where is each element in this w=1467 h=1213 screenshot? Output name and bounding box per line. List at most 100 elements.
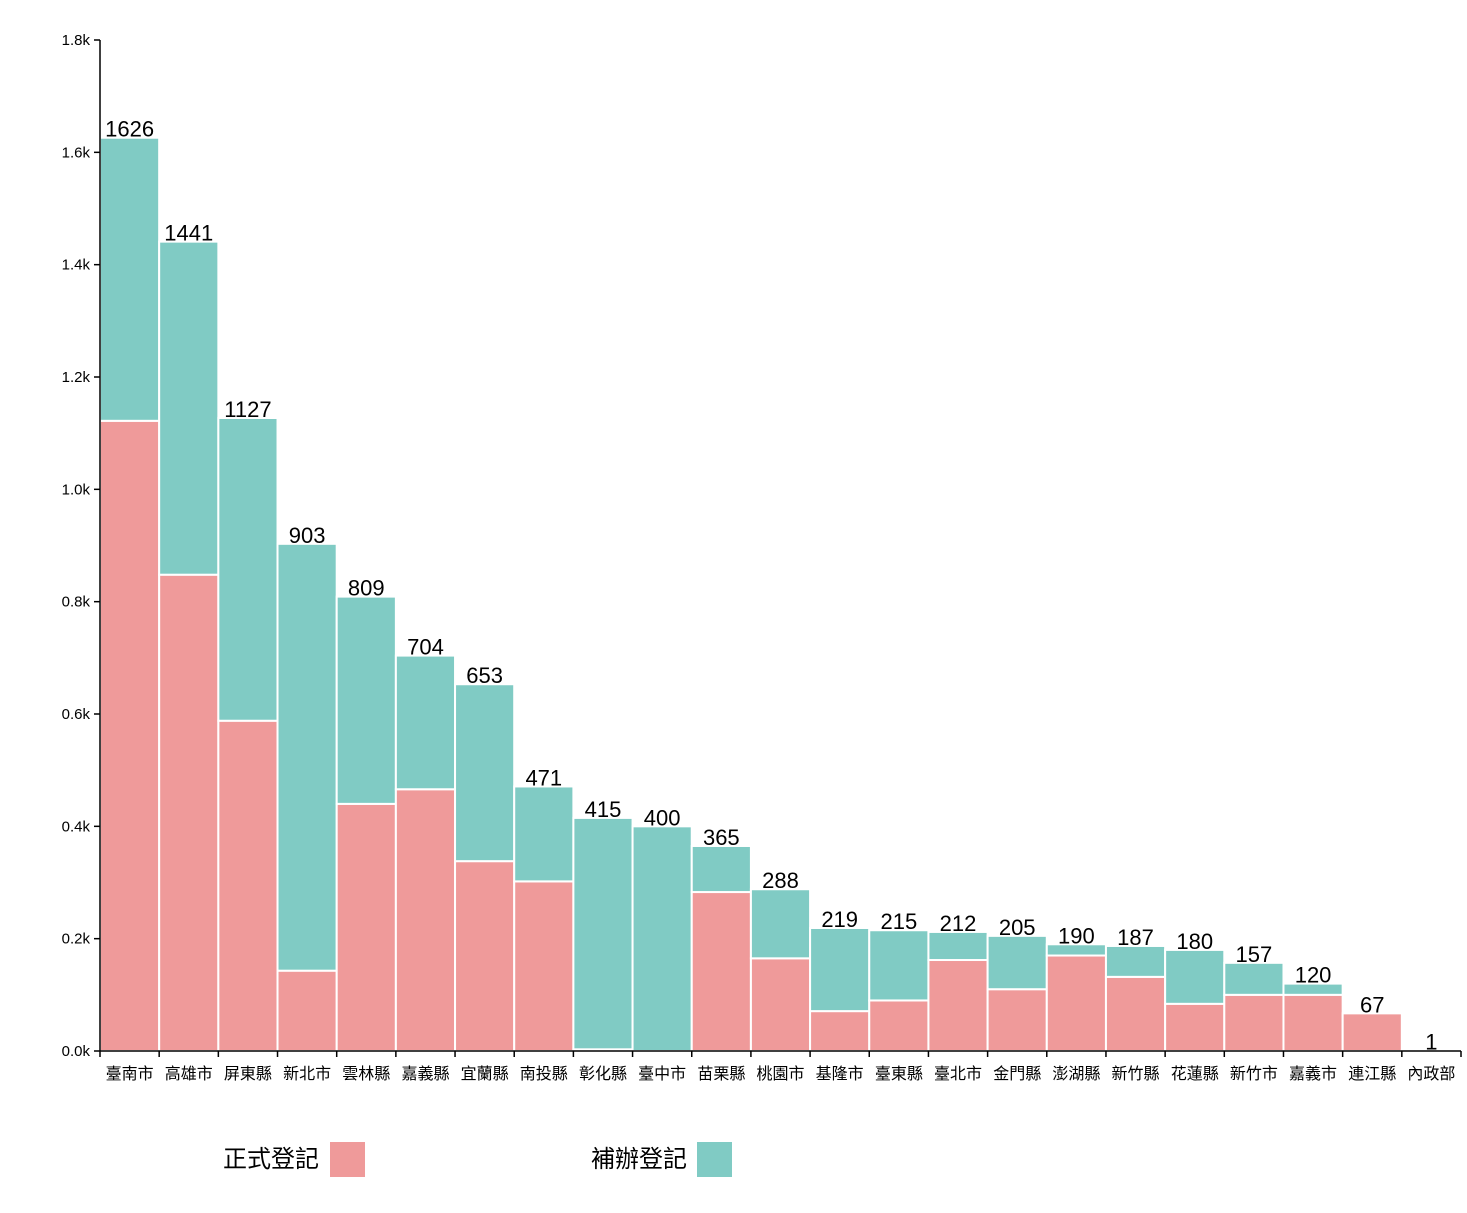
total-label-20: 120: [1295, 963, 1332, 988]
x-tick-label-17: 新竹縣: [1112, 1064, 1160, 1083]
total-label-17: 187: [1117, 925, 1154, 950]
x-tick-label-10: 苗栗縣: [697, 1064, 745, 1083]
bar-formal-1: [158, 573, 220, 1052]
x-tick-label-12: 基隆市: [816, 1064, 864, 1083]
x-tick-label-0: 臺南市: [106, 1064, 154, 1083]
bar-supplementary-15: [986, 934, 1048, 991]
bar-supplementary-18: [1164, 948, 1226, 1005]
x-tick-label-13: 臺東縣: [875, 1064, 923, 1083]
y-tick-label-0: 0.0k: [62, 1043, 91, 1060]
total-label-0: 1626: [105, 117, 154, 142]
x-tick-label-5: 嘉義縣: [401, 1064, 449, 1083]
total-label-1: 1441: [164, 221, 213, 246]
total-labels-layer: 1626 1441 1127 903 809 704 653 471 415 400 365 288 2…: [105, 117, 1437, 1055]
bar-supplementary-1: [158, 240, 220, 576]
bar-supplementary-19: [1223, 961, 1285, 996]
x-tick-label-8: 彰化縣: [579, 1064, 627, 1083]
total-label-8: 415: [585, 797, 622, 822]
bar-supplementary-12: [809, 926, 871, 1013]
bar-formal-10: [690, 891, 752, 1052]
bar-supplementary-8: [572, 816, 634, 1051]
total-label-6: 653: [466, 663, 503, 688]
legend-label: 正式登記: [223, 1145, 319, 1173]
bar-supplementary-9: [631, 825, 693, 1052]
bar-supplementary-6: [454, 683, 516, 863]
bar-formal-15: [986, 988, 1048, 1053]
y-tick-label-7: 1.4k: [62, 257, 91, 274]
total-label-19: 157: [1236, 942, 1273, 967]
bar-formal-17: [1104, 975, 1167, 1052]
x-tick-label-11: 桃園市: [756, 1064, 804, 1083]
y-tick-label-2: 0.4k: [62, 818, 91, 835]
x-tick-label-7: 南投縣: [520, 1064, 568, 1083]
bar-formal-12: [809, 1010, 871, 1052]
bar-supplementary-7: [513, 785, 575, 883]
y-tick-label-9: 1.8k: [62, 32, 91, 49]
bar-supplementary-2: [217, 417, 279, 722]
bars-layer: [99, 136, 1462, 1053]
bar-formal-14: [927, 959, 989, 1053]
x-tick-label-20: 嘉義市: [1289, 1064, 1337, 1083]
bar-formal-20: [1282, 993, 1344, 1052]
x-tick-label-15: 金門縣: [993, 1064, 1041, 1083]
x-tick-label-4: 雲林縣: [342, 1064, 390, 1083]
total-label-7: 471: [525, 765, 562, 790]
total-label-10: 365: [703, 825, 740, 850]
bar-formal-16: [1045, 954, 1107, 1052]
y-tick-label-1: 0.2k: [62, 931, 91, 948]
bar-formal-0: [99, 419, 161, 1052]
y-tick-label-3: 0.6k: [62, 706, 91, 723]
bar-formal-2: [217, 719, 279, 1052]
bar-supplementary-3: [276, 542, 338, 972]
bar-supplementary-14: [927, 930, 989, 962]
legend: 正式登記 補辦登記: [223, 1142, 732, 1177]
y-tick-label-4: 0.8k: [62, 594, 91, 611]
bar-supplementary-0: [99, 136, 161, 422]
bar-supplementary-13: [868, 929, 930, 1002]
bar-supplementary-17: [1104, 944, 1167, 978]
total-label-22: 1: [1425, 1029, 1437, 1054]
total-label-15: 205: [999, 915, 1036, 940]
total-label-11: 288: [762, 868, 799, 893]
legend-label: 補辦登記: [591, 1145, 687, 1173]
x-tick-label-21: 連江縣: [1348, 1064, 1396, 1083]
total-label-9: 400: [644, 805, 681, 830]
axes-layer: 臺南市 高雄市 屏東縣 新北市 雲林縣 嘉義縣 宜蘭縣 南投縣 彰化縣 臺中市 苗栗縣 桃園市 基隆市臺…: [62, 32, 1462, 1083]
bar-supplementary-10: [690, 844, 752, 894]
bar-supplementary-11: [749, 888, 812, 960]
bar-formal-3: [276, 969, 338, 1052]
total-label-2: 1127: [224, 397, 271, 422]
total-label-5: 704: [407, 635, 444, 660]
bar-formal-7: [513, 880, 575, 1052]
x-tick-label-6: 宜蘭縣: [461, 1064, 509, 1083]
total-label-18: 180: [1176, 929, 1213, 954]
bar-formal-13: [868, 999, 930, 1053]
x-tick-label-14: 臺北市: [934, 1064, 982, 1083]
legend-item-supplementary: 補辦登記: [591, 1142, 732, 1177]
y-tick-label-5: 1.0k: [62, 481, 91, 498]
x-tick-label-2: 屏東縣: [224, 1064, 272, 1083]
total-label-16: 190: [1058, 923, 1095, 948]
bar-formal-6: [454, 860, 516, 1053]
legend-swatch: [330, 1142, 365, 1177]
legend-item-formal: 正式登記: [223, 1142, 365, 1177]
bar-formal-18: [1164, 1002, 1226, 1053]
x-tick-label-22: 內政部: [1407, 1064, 1455, 1083]
x-tick-label-3: 新北市: [283, 1064, 331, 1083]
total-label-13: 215: [880, 909, 917, 934]
bar-supplementary-4: [335, 595, 397, 805]
bar-formal-4: [335, 802, 397, 1052]
bar-supplementary-20: [1282, 982, 1344, 996]
y-tick-label-6: 1.2k: [62, 369, 91, 386]
total-label-12: 219: [821, 907, 858, 932]
bar-formal-11: [749, 957, 812, 1053]
x-tick-label-18: 花蓮縣: [1171, 1064, 1219, 1083]
bar-formal-19: [1223, 993, 1285, 1052]
bar-formal-21: [1341, 1012, 1403, 1053]
total-label-4: 809: [348, 576, 385, 601]
x-tick-label-1: 高雄市: [165, 1064, 213, 1083]
x-tick-label-19: 新竹市: [1230, 1064, 1278, 1083]
bar-supplementary-5: [394, 654, 457, 791]
